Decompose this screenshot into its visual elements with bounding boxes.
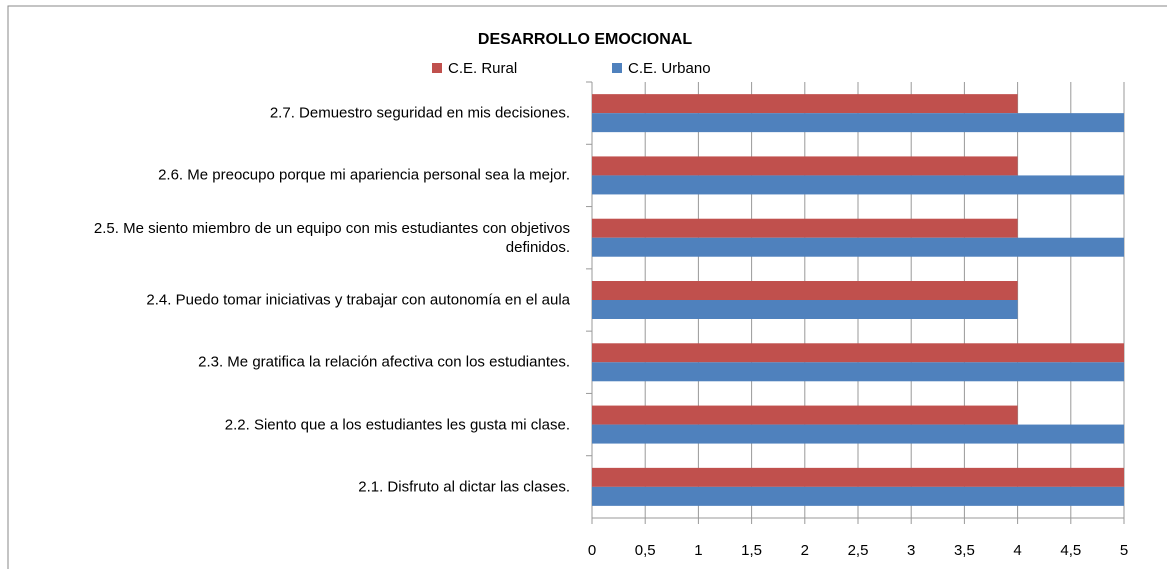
y-tick-label: 2.6. Me preocupo porque mi apariencia pe…: [158, 166, 570, 184]
x-tick-label: 4,5: [1060, 542, 1081, 559]
legend-swatch: [432, 63, 442, 73]
x-tick-label: 1,5: [741, 542, 762, 559]
y-tick-label: 2.3. Me gratifica la relación afectiva c…: [198, 353, 570, 371]
bar: [592, 300, 1018, 319]
bar: [592, 237, 1124, 257]
bar: [592, 362, 1124, 382]
legend-label: C.E. Rural: [448, 60, 517, 77]
x-tick-label: 5: [1120, 542, 1128, 559]
legend-label: C.E. Urbano: [628, 60, 711, 77]
bar: [592, 486, 1124, 506]
x-tick-label: 3,5: [954, 542, 975, 559]
bar: [592, 343, 1124, 363]
bar: [592, 467, 1124, 487]
y-tick-label: 2.5. Me siento miembro de un equipo con …: [93, 219, 570, 256]
bar: [592, 405, 1018, 425]
y-tick-label: 2.7. Demuestro seguridad en mis decision…: [269, 104, 570, 122]
bar: [592, 424, 1124, 444]
bar: [592, 94, 1018, 114]
x-tick-label: 0: [588, 542, 596, 559]
bar: [592, 113, 1124, 133]
x-tick-label: 2,5: [848, 542, 869, 559]
legend-swatch: [612, 63, 622, 73]
y-tick-label: 2.2. Siento que a los estudiantes les gu…: [224, 416, 570, 434]
x-tick-label: 3: [907, 542, 915, 559]
y-tick-label: 2.4. Puedo tomar iniciativas y trabajar …: [146, 291, 570, 309]
x-tick-label: 1: [694, 542, 702, 559]
x-tick-label: 2: [801, 542, 809, 559]
chart-title: DESARROLLO EMOCIONAL: [478, 31, 692, 48]
bar: [592, 281, 1018, 300]
x-tick-label: 4: [1013, 542, 1021, 559]
x-tick-label: 0,5: [635, 542, 656, 559]
bar: [592, 156, 1018, 176]
bar: [592, 175, 1124, 195]
y-tick-label: 2.1. Disfruto al dictar las clases.: [358, 478, 570, 496]
bar: [592, 218, 1018, 238]
frame: [7, 5, 1167, 569]
